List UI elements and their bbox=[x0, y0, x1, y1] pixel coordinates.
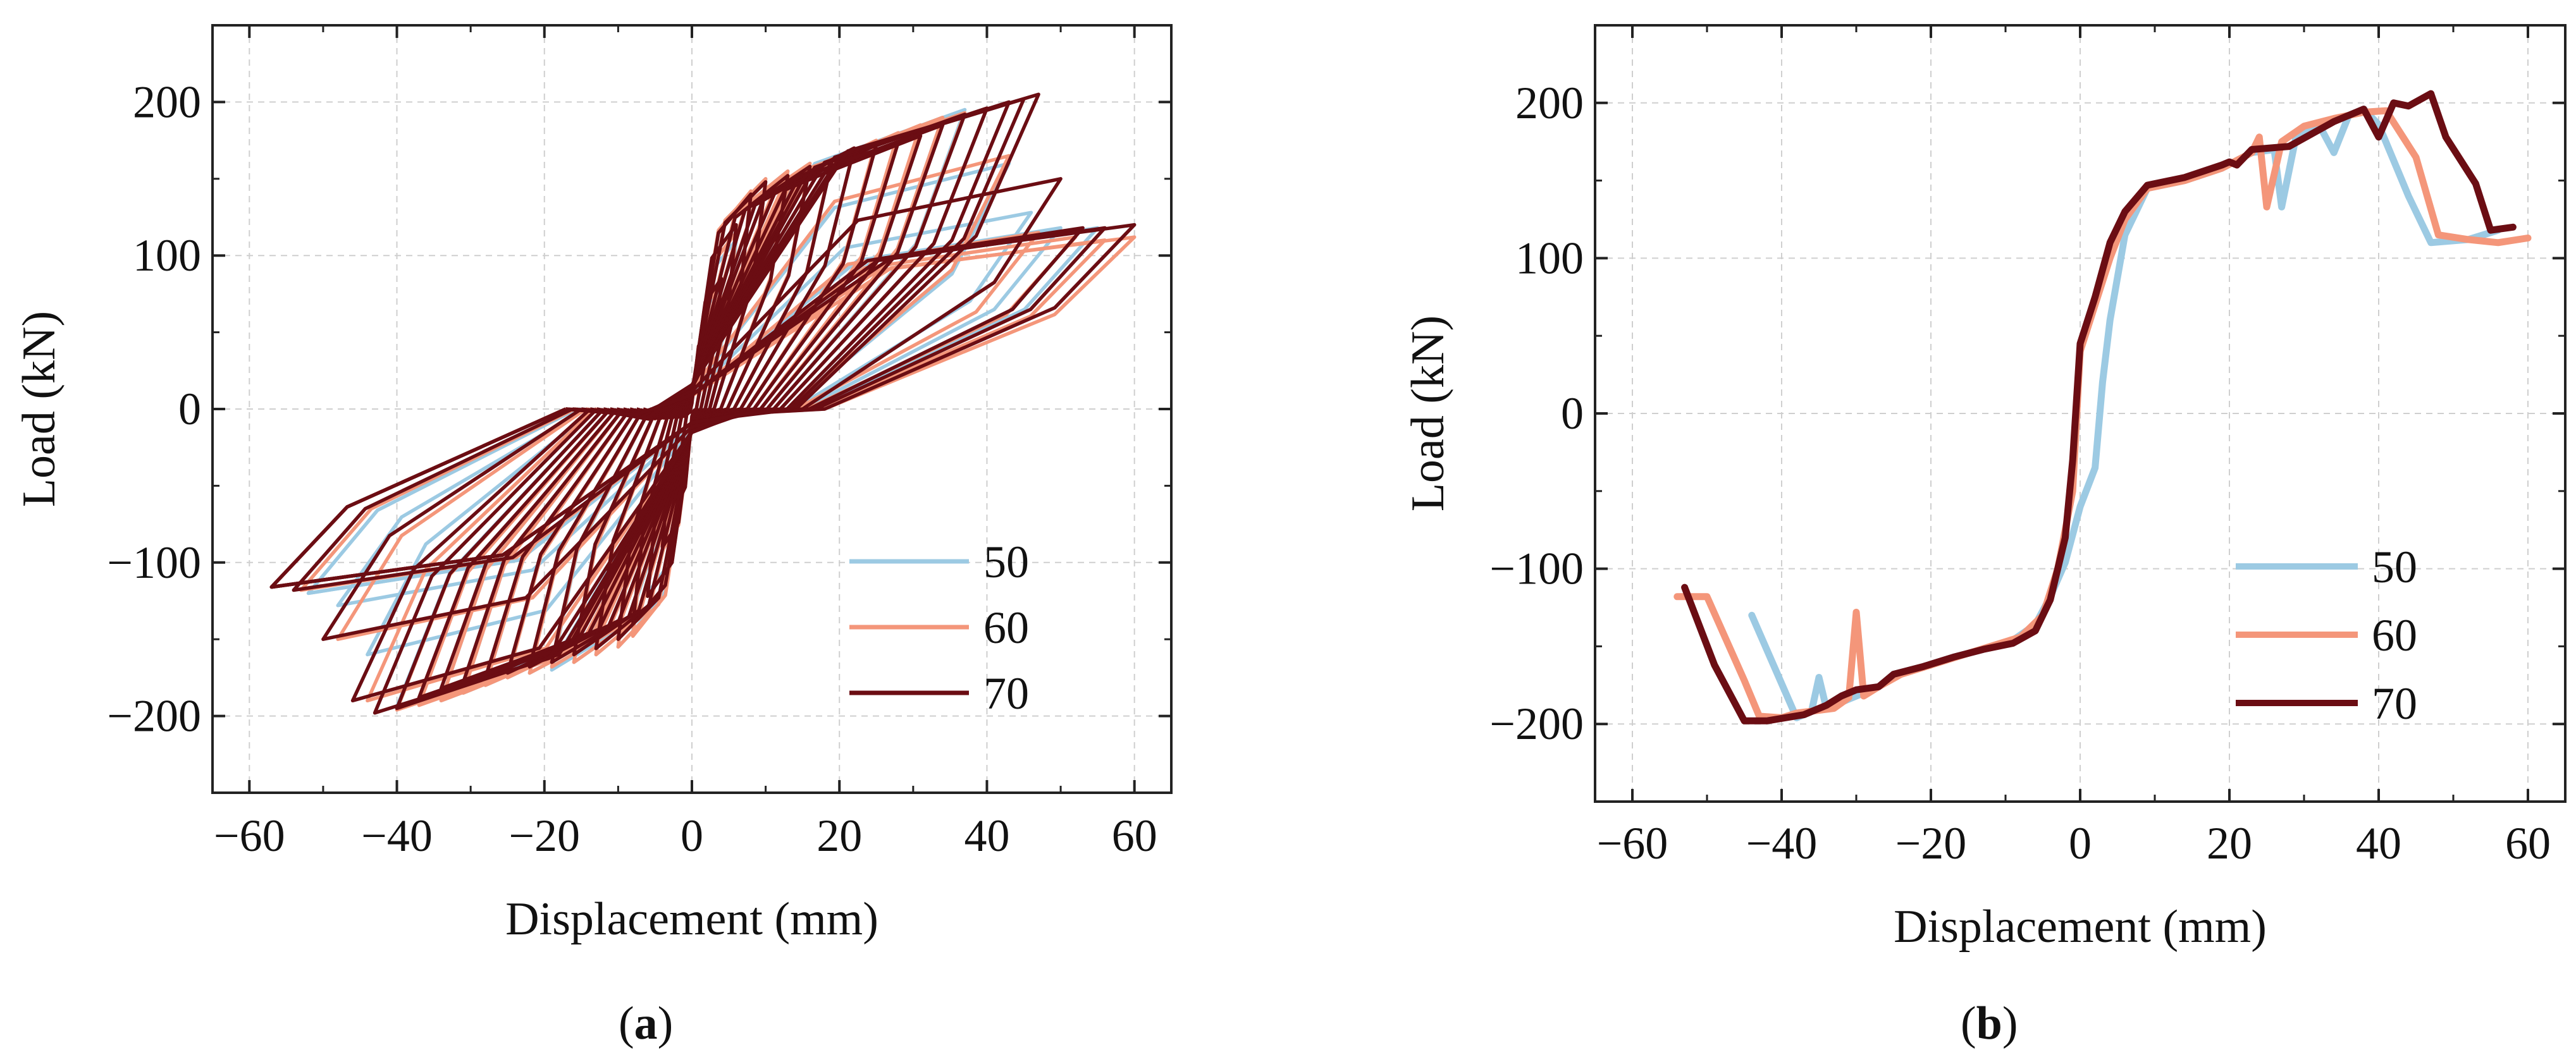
panel-b-caption: (b) bbox=[1961, 998, 2018, 1049]
panel-a-loop-70-cycle-22 bbox=[269, 223, 1137, 589]
panel-b-x-tick-label-0: −60 bbox=[1597, 818, 1668, 869]
panel-a-x-axis-title: Displacement (mm) bbox=[505, 893, 878, 945]
panel-a-y-tick-label-4: 200 bbox=[133, 76, 201, 127]
panel-b-x-tick-label-4: 20 bbox=[2207, 818, 2252, 869]
panel-a-y-tick-label-0: −200 bbox=[107, 691, 201, 742]
panel-a-x-tick-label-4: 20 bbox=[817, 810, 862, 861]
panel-a-legend-label-60: 60 bbox=[983, 602, 1029, 653]
panel-b-x-tick-label-6: 60 bbox=[2505, 818, 2551, 869]
panel-a-x-tick-label-3: 0 bbox=[681, 810, 703, 861]
panel-a-series-group bbox=[269, 92, 1137, 715]
panel-a-x-tick-label-6: 60 bbox=[1112, 810, 1157, 861]
panel-b-y-tick-label-4: 200 bbox=[1515, 78, 1584, 128]
panel-b-y-tick-label-2: 0 bbox=[1561, 388, 1584, 439]
panel-b-y-tick-label-1: −100 bbox=[1489, 544, 1584, 594]
panel-a-y-axis-title: Load (kN) bbox=[13, 311, 65, 507]
panel-a-x-tick-label-0: −60 bbox=[214, 810, 285, 861]
panel-a-caption: (a) bbox=[619, 998, 673, 1049]
panel-a-x-tick-label-2: −20 bbox=[508, 810, 580, 861]
panel-a-x-tick-label-5: 40 bbox=[964, 810, 1009, 861]
panel-b-x-tick-label-2: −20 bbox=[1895, 818, 1967, 869]
panel-b-x-axis-title: Displacement (mm) bbox=[1894, 901, 2267, 953]
panel-b-x-tick-label-1: −40 bbox=[1746, 818, 1818, 869]
panel-a-x-tick-label-1: −40 bbox=[361, 810, 433, 861]
panel-b-y-tick-label-3: 100 bbox=[1515, 233, 1584, 283]
panel-a-y-tick-label-1: −100 bbox=[107, 537, 201, 588]
panel-b-series-70 bbox=[1681, 90, 2517, 724]
panel-a-legend-label-70: 70 bbox=[983, 668, 1029, 719]
panel-b-series-group bbox=[1673, 90, 2532, 724]
panel-b-y-axis-title: Load (kN) bbox=[1402, 315, 1454, 511]
panel-a-caption-letter: a bbox=[634, 998, 658, 1049]
panel-b-legend-label-60: 60 bbox=[2372, 610, 2417, 661]
panel-b-legend: 50 60 70 bbox=[2236, 542, 2417, 729]
panel-b-legend-label-70: 70 bbox=[2372, 678, 2417, 729]
panel-a-legend-label-50: 50 bbox=[983, 537, 1029, 587]
panel-b-caption-letter: b bbox=[1976, 998, 2002, 1049]
panel-a-legend: 50 60 70 bbox=[849, 537, 1029, 719]
panel-b-legend-label-50: 50 bbox=[2372, 542, 2417, 592]
panel-a-y-tick-label-3: 100 bbox=[133, 230, 201, 281]
panel-a-y-tick-label-2: 0 bbox=[178, 384, 201, 434]
panel-b-x-tick-label-5: 40 bbox=[2356, 818, 2401, 869]
panel-b-y-tick-label-0: −200 bbox=[1489, 699, 1584, 749]
panel-b-x-tick-label-3: 0 bbox=[2069, 818, 2092, 869]
